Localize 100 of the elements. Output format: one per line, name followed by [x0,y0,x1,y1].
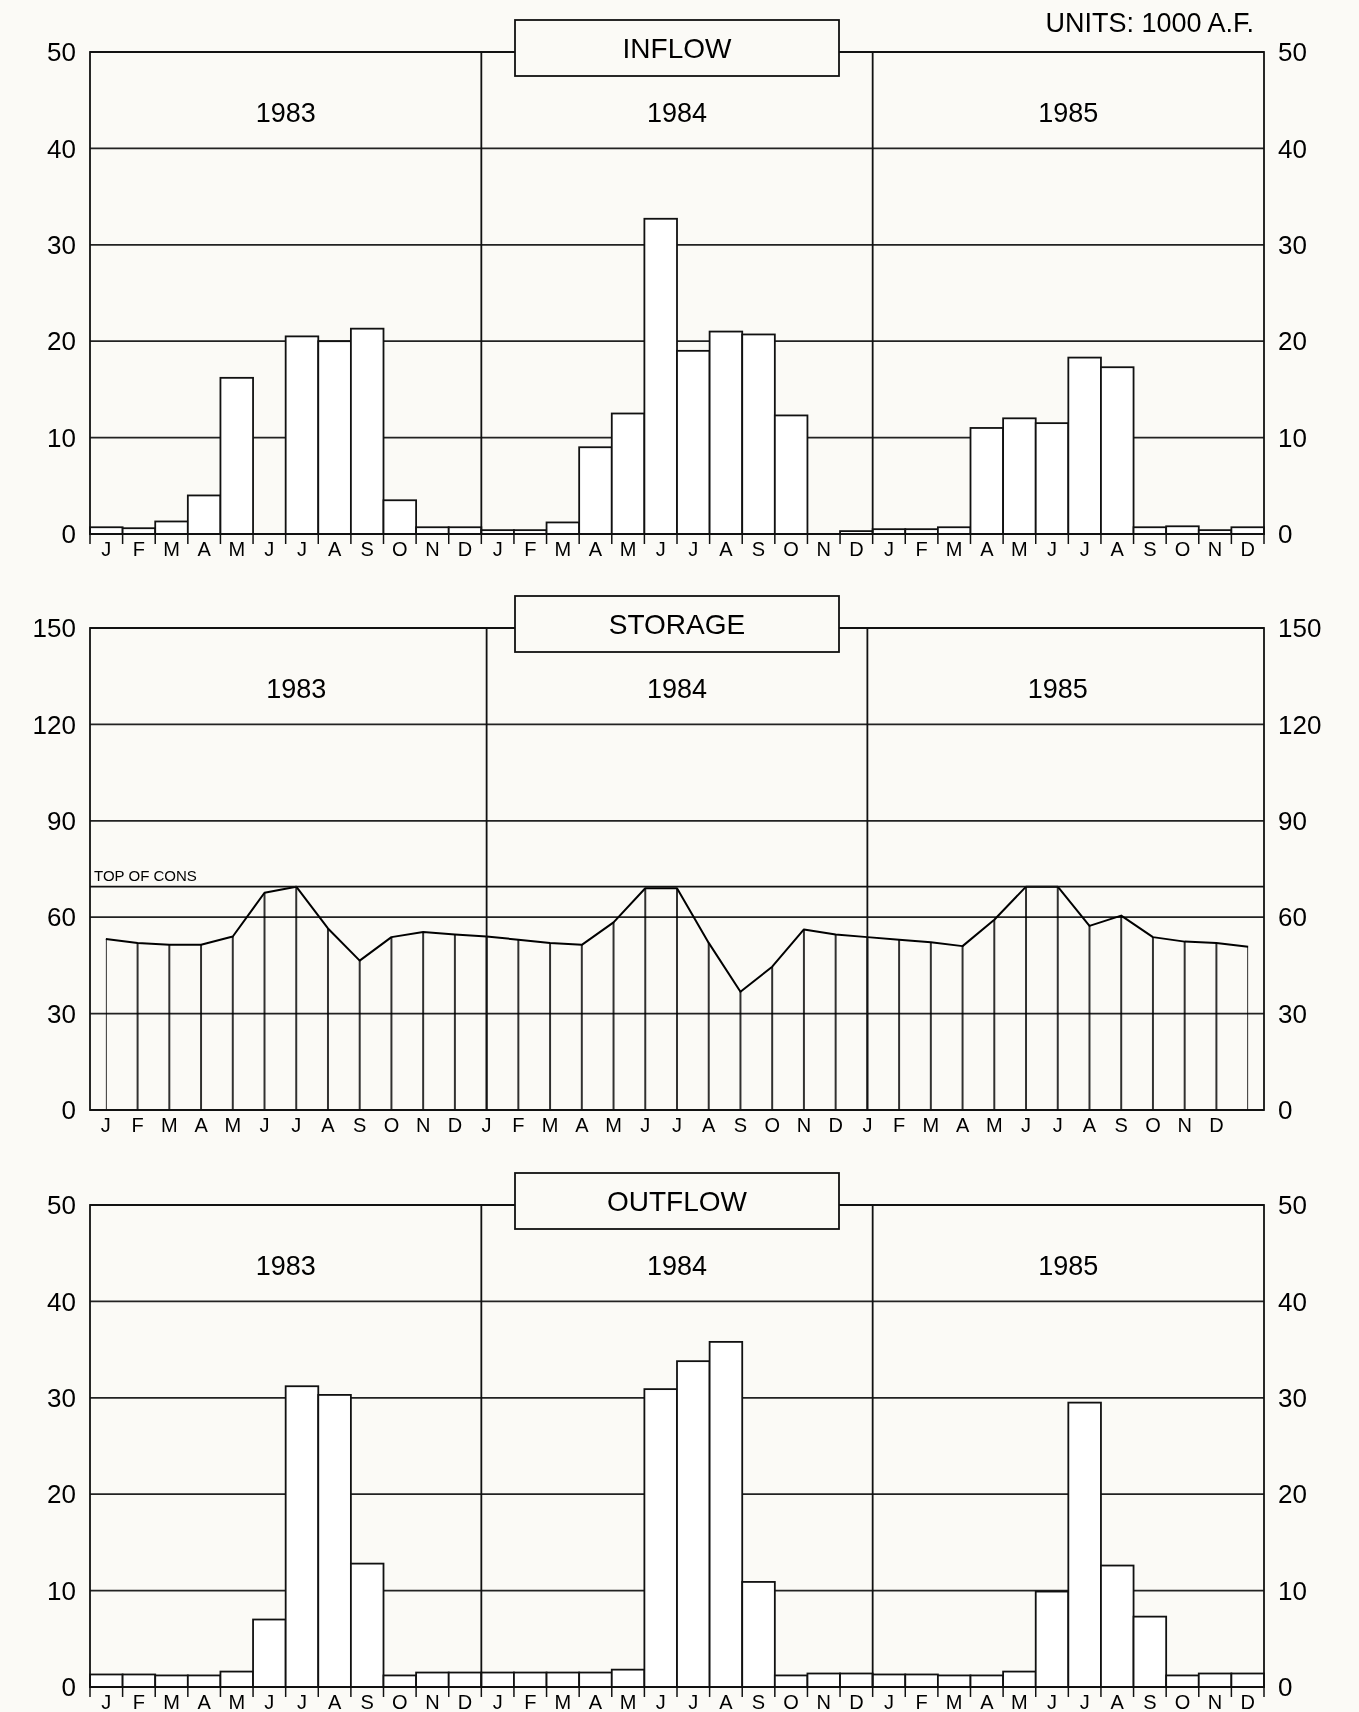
x-tick-label: F [524,538,537,560]
x-tick-label: J [655,538,666,560]
x-tick-label: A [588,1691,603,1712]
y-tick-label: 0 [61,519,76,550]
x-tick-label: A [980,538,995,560]
y-tick-label: 50 [47,37,76,68]
x-tick-label: O [383,1114,400,1136]
x-tick-label: A [197,538,212,560]
y-tick-label: 120 [32,709,76,740]
y2-tick-label: 30 [1278,998,1307,1029]
y2-tick-label: 0 [1278,519,1293,550]
y-tick-label: 10 [47,422,76,453]
x-tick-label: N [425,538,440,560]
annotation: 1983 [266,674,327,704]
x-tick-label: F [131,1114,144,1136]
x-tick-label: J [1079,538,1090,560]
annotation: 1983 [255,1251,316,1281]
y2-tick-label: 30 [1278,229,1307,260]
y-tick-label: 0 [61,1095,76,1126]
x-tick-label: A [1082,1114,1097,1136]
y-tick-label: 30 [47,998,76,1029]
x-tick-label: J [264,538,275,560]
x-tick-label: M [224,1114,242,1136]
x-tick-label: J [883,1691,894,1712]
x-tick-label: A [321,1114,336,1136]
x-tick-label: F [893,1114,906,1136]
y-tick-label: 90 [47,805,76,836]
annotation: 1984 [646,1251,708,1281]
x-tick-label: M [228,1691,246,1712]
x-tick-label: O [392,538,408,560]
y-tick-label: 0 [61,1672,76,1703]
y2-tick-label: 50 [1278,1190,1307,1221]
x-tick-label: J [481,1114,492,1136]
x-tick-label: D [457,538,473,560]
x-tick-label: O [392,1691,408,1712]
x-tick-label: D [1240,538,1255,560]
y-tick-label: 50 [47,1190,76,1221]
y2-tick-label: 120 [1278,709,1322,740]
y2-tick-label: 90 [1278,805,1307,836]
x-tick-label: M [945,538,963,560]
annotation: 1984 [646,98,708,128]
x-tick-label: S [1143,538,1157,560]
x-tick-label: M [541,1114,559,1136]
x-tick-label: F [132,1691,146,1712]
x-tick-label: J [640,1114,651,1136]
x-tick-label: O [764,1114,780,1136]
x-tick-label: N [1207,1691,1223,1712]
x-tick-label: M [554,538,572,560]
x-tick-label: J [1047,1691,1058,1712]
chart-title: INFLOW [622,32,733,64]
x-tick-label: A [702,1114,717,1136]
x-tick-label: A [1110,1691,1125,1712]
x-tick-label: O [783,1691,799,1712]
y-tick-label: 30 [47,229,76,260]
x-tick-label: J [100,1114,111,1136]
x-tick-label: J [672,1114,682,1136]
x-tick-label: O [1174,538,1191,560]
x-tick-label: F [132,538,146,560]
y-tick-label: 20 [47,326,76,357]
x-tick-label: F [524,1691,537,1712]
x-tick-label: A [197,1691,212,1712]
chart-title: OUTFLOW [607,1185,748,1217]
x-tick-label: N [816,538,831,560]
x-tick-label: N [425,1691,440,1712]
x-tick-label: M [228,538,246,560]
x-tick-label: S [353,1114,367,1136]
y-tick-label: 40 [47,133,76,164]
annotation: 1983 [255,98,316,128]
x-tick-label: S [1143,1691,1157,1712]
y-tick-label: 150 [32,613,76,644]
x-tick-label: D [849,538,864,560]
y-tick-label: 30 [47,1382,76,1413]
x-tick-label: D [849,1691,864,1712]
y2-tick-label: 60 [1278,902,1307,933]
x-tick-label: N [796,1114,812,1136]
annotation: 1985 [1038,1251,1099,1281]
x-tick-label: J [862,1114,873,1136]
x-tick-label: D [1209,1114,1224,1136]
x-tick-label: F [915,1691,928,1712]
y2-tick-label: 0 [1278,1672,1293,1703]
y2-tick-label: 0 [1278,1095,1293,1126]
y2-tick-label: 20 [1278,326,1307,357]
x-tick-label: J [1079,1691,1090,1712]
x-tick-label: N [1207,538,1223,560]
x-tick-label: A [194,1114,209,1136]
x-tick-label: O [783,538,799,560]
x-tick-label: O [1174,1691,1191,1712]
x-tick-label: M [619,1691,637,1712]
annotation: 1985 [1038,98,1099,128]
x-tick-label: M [163,538,180,560]
x-tick-label: A [980,1691,995,1712]
x-tick-label: J [101,1691,112,1712]
x-tick-label: M [554,1691,572,1712]
y2-tick-label: 150 [1278,613,1322,644]
x-tick-label: S [1114,1114,1128,1136]
x-tick-label: J [655,1691,666,1712]
x-tick-label: M [1011,1691,1028,1712]
y-tick-label: 40 [47,1286,76,1317]
x-tick-label: N [1177,1114,1192,1136]
y-tick-label: 10 [47,1575,76,1606]
